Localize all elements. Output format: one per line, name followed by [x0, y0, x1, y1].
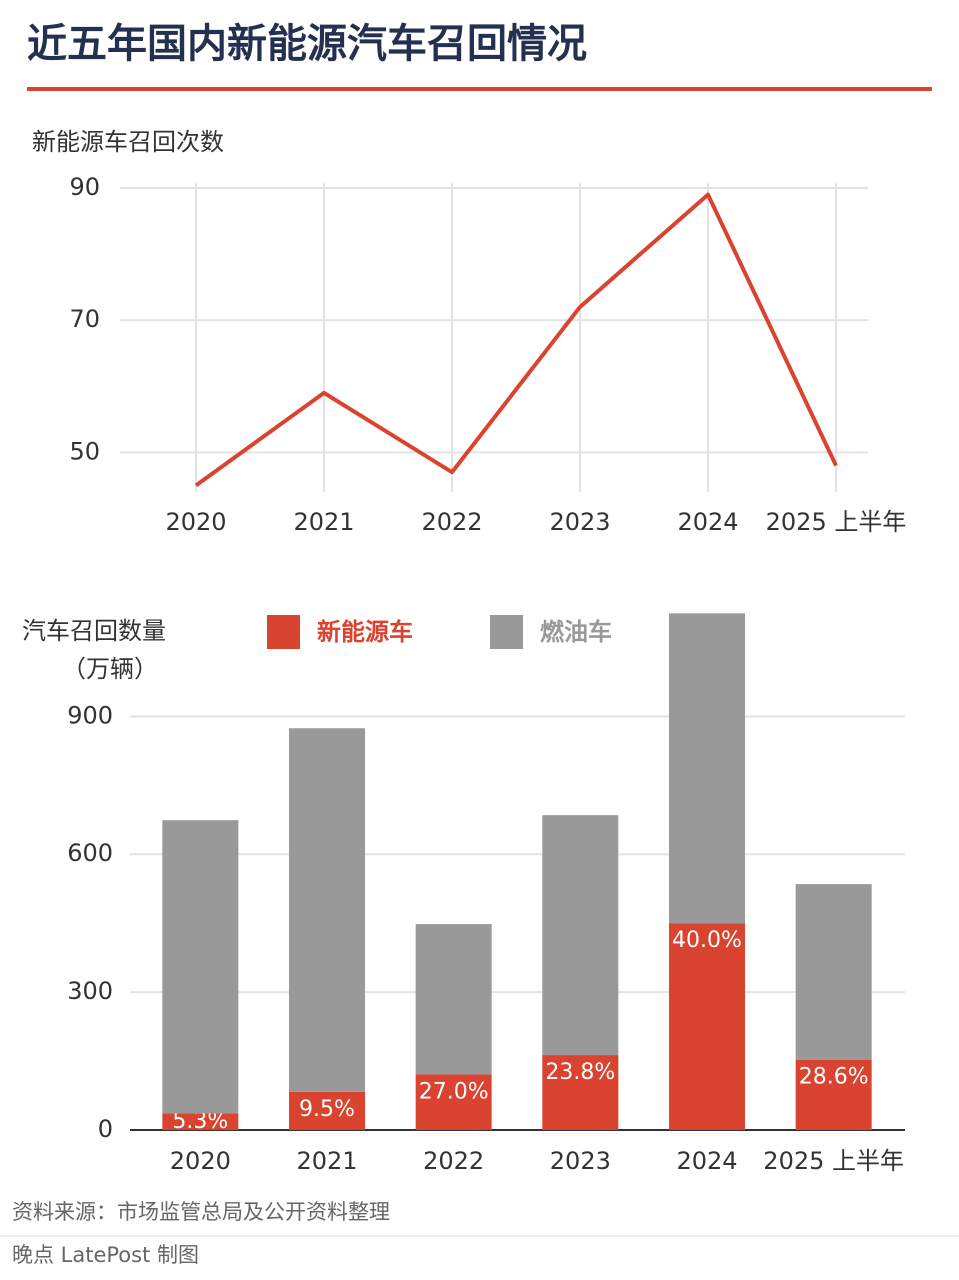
x-tick-label: 2020	[165, 508, 226, 536]
y-tick-label: 70	[69, 305, 100, 333]
legend-swatch	[267, 615, 300, 649]
bar-segment	[289, 1091, 365, 1130]
y-tick-label: 900	[67, 701, 113, 729]
y-tick-label: 90	[69, 173, 100, 201]
y-tick-label: 0	[98, 1115, 113, 1143]
bar-segment	[669, 613, 745, 924]
bar-segment	[162, 820, 239, 1114]
bar-segment	[795, 884, 872, 1060]
y-tick-label: 600	[67, 839, 113, 867]
x-tick-label: 2024	[677, 508, 738, 536]
y-tick-label: 300	[67, 977, 113, 1005]
x-tick-label: 2021	[296, 1147, 357, 1175]
x-tick-label: 2021	[293, 508, 354, 536]
x-tick-label: 2025 上半年	[766, 508, 907, 536]
y-axis-label: 汽车召回数量	[22, 617, 166, 645]
share-label: 28.6%	[799, 1065, 869, 1090]
credit: 晚点 LatePost 制图	[12, 1243, 199, 1267]
share-label: 23.8%	[545, 1060, 615, 1085]
legend-label: 燃油车	[540, 618, 612, 646]
x-tick-label: 2022	[421, 508, 482, 536]
line	[194, 192, 838, 488]
x-tick-label: 2025 上半年	[763, 1147, 904, 1175]
x-tick-label: 2020	[170, 1147, 231, 1175]
share-label: 27.0%	[419, 1079, 489, 1104]
x-tick-label: 2023	[550, 1147, 611, 1175]
bar-segment	[795, 1059, 872, 1130]
x-tick-label: 2024	[676, 1147, 737, 1175]
x-tick-label: 2022	[423, 1147, 484, 1175]
page-title: 近五年国内新能源汽车召回情况	[27, 21, 587, 67]
bar-segment	[289, 728, 365, 1092]
legend-label: 新能源车	[317, 618, 413, 646]
y-axis-unit: （万辆）	[62, 655, 158, 683]
bar-segment	[542, 1055, 619, 1130]
bar-segment	[415, 924, 492, 1075]
share-label: 40.0%	[672, 928, 742, 953]
legend-swatch	[490, 615, 523, 649]
title-rule	[27, 87, 932, 91]
x-tick-label: 2023	[549, 508, 610, 536]
bar-segment	[669, 923, 745, 1130]
y-axis-label: 新能源车召回次数	[32, 128, 224, 156]
share-label: 9.5%	[299, 1097, 355, 1122]
bar-segment	[542, 815, 619, 1056]
source-note: 资料来源：市场监管总局及公开资料整理	[12, 1200, 390, 1224]
bar-segment	[162, 1113, 239, 1130]
y-tick-label: 50	[69, 437, 100, 465]
bar-segment	[415, 1074, 492, 1130]
